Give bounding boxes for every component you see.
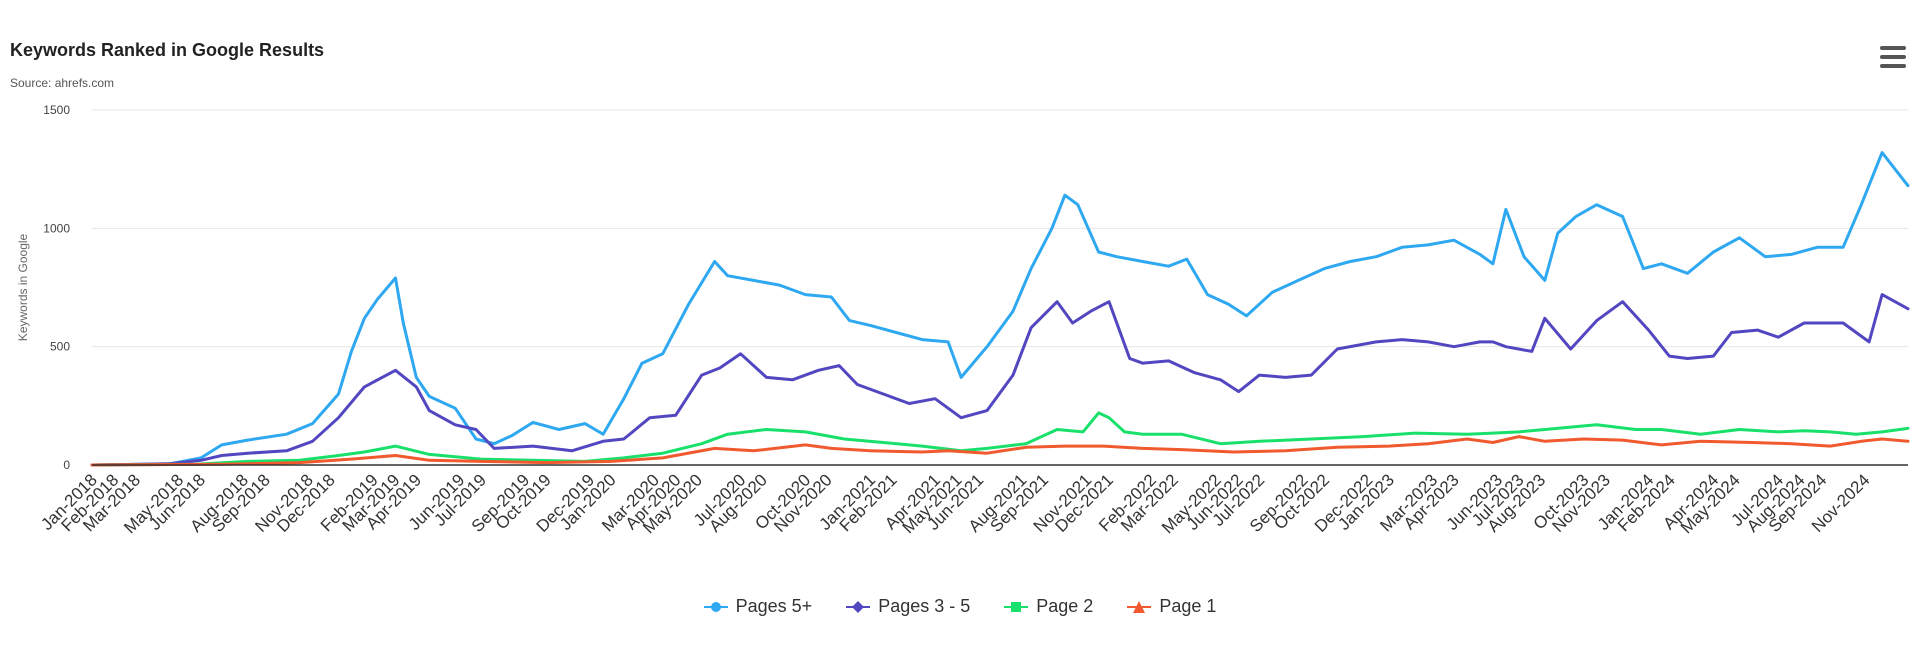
series-line-pages-5	[90, 151, 1910, 467]
y-tick-label: 0	[63, 458, 70, 472]
legend-diamond-marker-icon	[846, 600, 871, 613]
legend-item-page-2[interactable]: Page 2	[1004, 596, 1093, 617]
series-line-page-1	[90, 435, 1910, 467]
y-tick-label: 1000	[43, 221, 70, 235]
legend-label: Page 1	[1159, 596, 1217, 616]
chart-title: Keywords Ranked in Google Results	[10, 40, 325, 60]
series-line-page-2	[90, 411, 1910, 467]
legend-triangle-marker-icon	[1127, 600, 1152, 613]
legend-label: Pages 3 - 5	[878, 596, 971, 616]
legend-circle-marker-icon	[703, 601, 728, 612]
legend-label: Pages 5+	[735, 596, 813, 616]
chart-legend: Pages 5+ Pages 3 - 5 Page 2 Page 1	[0, 596, 1920, 617]
y-tick-label: 1500	[43, 103, 70, 117]
legend-label: Page 2	[1036, 596, 1094, 616]
series-line-pages-3-5	[90, 293, 1910, 467]
chart-subtitle: Source: ahrefs.com	[10, 76, 115, 90]
legend-item-pages-3-5[interactable]: Pages 3 - 5	[846, 596, 970, 617]
y-axis-title: Keywords in Google	[16, 233, 30, 341]
legend-item-pages-5-plus[interactable]: Pages 5+	[703, 596, 813, 617]
hamburger-menu-icon[interactable]	[1880, 46, 1906, 68]
legend-item-page-1[interactable]: Page 1	[1127, 596, 1216, 617]
y-tick-label: 500	[50, 340, 70, 354]
legend-square-marker-icon	[1004, 601, 1029, 612]
